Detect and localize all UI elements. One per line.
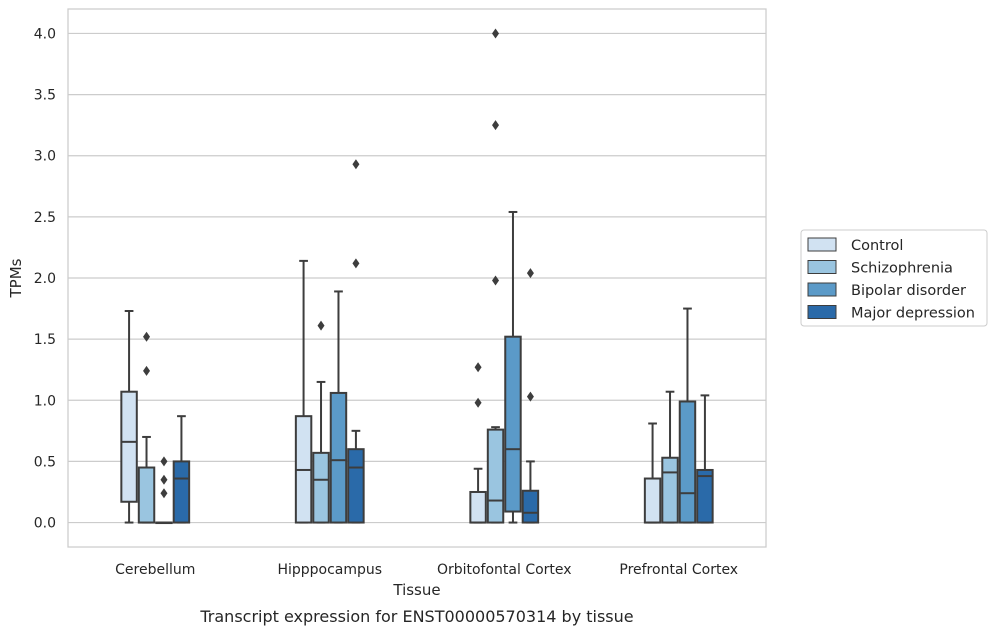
chart-caption: Transcript expression for ENST0000057031…: [199, 607, 633, 626]
box-major-depression: [172, 415, 191, 524]
outlier-point: [160, 488, 168, 499]
legend-swatch: [807, 282, 837, 297]
y-tick-label: 3.0: [34, 149, 56, 165]
box-schizophrenia: [661, 390, 679, 524]
box-major-depression: [696, 394, 714, 524]
x-axis-ticks: Cerebellum Hipppocampus Orbitofontal Corte…: [115, 562, 738, 578]
outlier-point: [492, 275, 500, 286]
outlier-point: [526, 391, 534, 402]
x-axis-title: Tissue: [392, 581, 440, 599]
legend-label: Major depression: [851, 306, 975, 322]
box-iqr: [504, 335, 522, 513]
box-iqr: [120, 390, 138, 503]
y-axis-ticks: 0.0 0.5 1.0 1.5 2.0 2.5 3.0 3.5 4.0: [34, 26, 56, 531]
outlier-point: [317, 320, 325, 331]
box-iqr: [521, 489, 540, 524]
box-iqr: [678, 400, 697, 524]
outlier-point: [143, 365, 151, 376]
box-groups: [120, 28, 714, 525]
box-iqr: [643, 477, 662, 524]
plot-frame: [67, 8, 767, 548]
outlier-point: [352, 159, 360, 170]
x-tick-label: Hipppocampus: [277, 562, 382, 578]
legend-swatch: [807, 237, 837, 252]
y-tick-label: 4.0: [34, 26, 56, 42]
x-tick-label: Prefrontal Cortex: [619, 562, 738, 578]
outlier-point: [474, 397, 482, 408]
y-tick-label: 2.5: [34, 210, 56, 226]
y-tick-label: 3.5: [34, 88, 56, 104]
x-tick-label: Orbitofontal Cortex: [437, 562, 572, 578]
y-tick-label: 2.0: [34, 271, 56, 287]
box-schizophrenia: [137, 331, 156, 524]
box-iqr: [661, 456, 679, 524]
outlier-point: [474, 362, 482, 373]
box-control: [643, 422, 662, 524]
legend: Control Schizophrenia Bipolar disorder Majo…: [800, 229, 988, 327]
outlier-point: [160, 474, 168, 485]
y-tick-label: 0.0: [34, 516, 56, 532]
box-bipolar-disorder: [329, 290, 348, 524]
box-iqr: [172, 460, 191, 524]
box-schizophrenia: [486, 28, 505, 524]
legend-swatch: [807, 260, 837, 274]
box-iqr: [137, 466, 156, 524]
box-control: [120, 310, 138, 524]
box-major-depression: [347, 159, 365, 524]
outlier-point: [492, 120, 500, 131]
legend-label: Bipolar disorder: [851, 283, 966, 299]
box-bipolar-disorder: [155, 456, 173, 525]
outlier-point: [143, 331, 151, 342]
outlier-point: [352, 258, 360, 269]
box-iqr: [469, 490, 487, 524]
box-iqr: [486, 428, 505, 524]
legend-label: Control: [851, 238, 903, 254]
outlier-point: [160, 456, 168, 467]
box-major-depression: [521, 268, 540, 524]
y-tick-label: 1.0: [34, 393, 56, 409]
y-tick-label: 1.5: [34, 332, 56, 348]
box-iqr: [347, 448, 365, 524]
x-tick-label: Cerebellum: [115, 562, 195, 578]
box-control: [469, 362, 487, 524]
box-iqr: [696, 468, 714, 524]
legend-frame: [800, 229, 988, 327]
box-control: [294, 259, 313, 524]
outlier-point: [492, 28, 500, 39]
y-tick-label: 0.5: [34, 454, 56, 470]
box-iqr: [329, 391, 348, 524]
legend-label: Schizophrenia: [851, 261, 953, 277]
outlier-point: [526, 268, 534, 279]
y-axis-title: TPMs: [7, 258, 25, 298]
box-schizophrenia: [312, 320, 330, 524]
box-bipolar-disorder: [678, 307, 697, 524]
box-iqr: [312, 451, 330, 524]
box-bipolar-disorder: [504, 210, 522, 524]
legend-swatch: [807, 305, 837, 319]
